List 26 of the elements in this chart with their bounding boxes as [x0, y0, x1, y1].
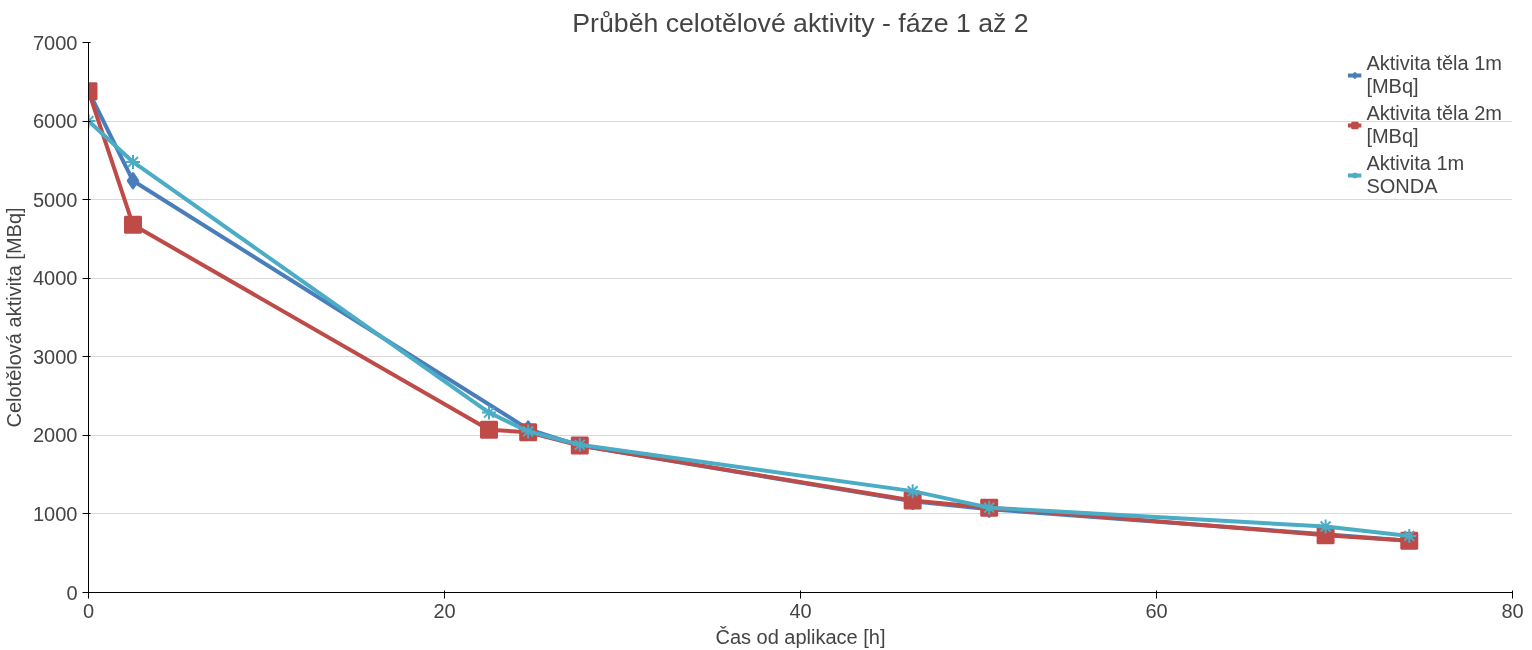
point	[126, 171, 140, 190]
legend-label: Aktivita těla 1m [MBq]	[1366, 52, 1502, 98]
y-tick-label: 3000	[33, 345, 78, 368]
x-axis-title: Čas od aplikace [h]	[715, 625, 886, 648]
x-tick-label: 40	[789, 599, 812, 622]
point	[124, 215, 142, 234]
point	[904, 483, 921, 500]
y-tick-label: 6000	[33, 110, 78, 133]
x-tick-label: 20	[433, 599, 456, 622]
y-tick-label: 1000	[33, 502, 78, 525]
legend-label: Aktivita 1m SONDA	[1366, 152, 1465, 198]
x-tick-label: 0	[82, 599, 95, 622]
point	[125, 153, 141, 170]
chart-title: Průběh celotělové aktivity - fáze 1 až 2	[572, 7, 1029, 38]
x-tick-label: 60	[1145, 599, 1168, 622]
y-tick-label: 7000	[33, 31, 78, 54]
y-tick-label: 2000	[33, 424, 78, 447]
point	[1401, 527, 1418, 544]
y-tick-label: 5000	[33, 188, 78, 211]
y-tick-label: 4000	[33, 267, 78, 290]
y-axis-title: Celotělová aktivita [MBq]	[3, 207, 26, 428]
legend-label: Aktivita těla 2m [MBq]	[1366, 102, 1502, 148]
point	[480, 420, 498, 439]
x-tick-label: 80	[1501, 599, 1524, 622]
point	[481, 404, 497, 421]
y-tick-label: 0	[66, 581, 78, 604]
